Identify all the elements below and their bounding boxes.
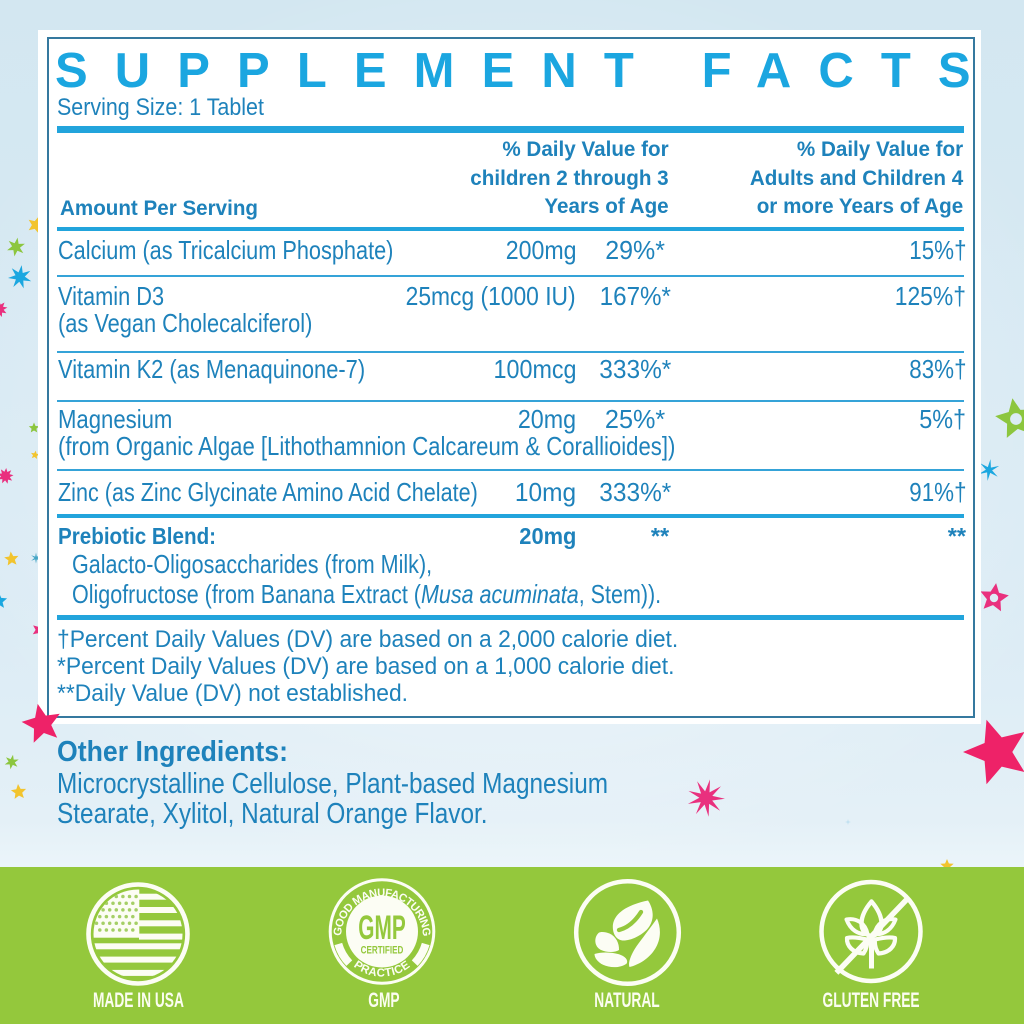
svg-text:GMP: GMP	[358, 909, 405, 948]
svg-text:CERTIFIED: CERTIFIED	[361, 944, 404, 956]
